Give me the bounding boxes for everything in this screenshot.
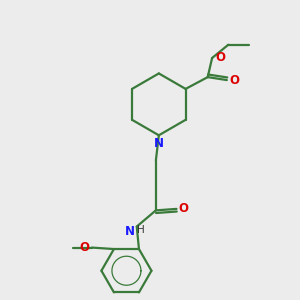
Text: N: N <box>154 137 164 150</box>
Text: O: O <box>80 241 89 254</box>
Text: O: O <box>215 52 225 64</box>
Text: O: O <box>179 202 189 215</box>
Text: O: O <box>229 74 239 87</box>
Text: H: H <box>137 225 145 235</box>
Text: N: N <box>125 225 135 238</box>
